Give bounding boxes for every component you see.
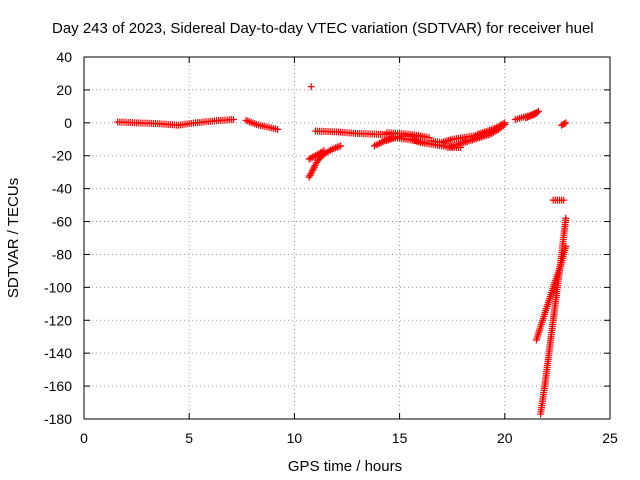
data-point [501, 119, 509, 127]
data-point [229, 116, 237, 124]
y-tick-label: 40 [56, 49, 72, 65]
y-tick-label: 20 [56, 82, 72, 98]
data-point [308, 168, 316, 176]
data-point [491, 124, 499, 132]
data-point [560, 120, 568, 128]
data-point [309, 165, 317, 173]
data-point [562, 119, 570, 127]
y-tick-label: -140 [44, 345, 72, 361]
data-point [337, 142, 345, 150]
tick-label-layer: 0 5 10 15 20 25 40 20 0 -20 -40 -60 -80 -100 -120 -140 -… [44, 49, 618, 446]
y-tick-label: -160 [44, 378, 72, 394]
data-point [562, 242, 570, 250]
data-point [307, 154, 315, 162]
data-point [525, 113, 533, 121]
data-point [330, 144, 338, 152]
data-layer [114, 83, 570, 418]
grid-layer [84, 57, 610, 419]
y-tick-label: -60 [52, 214, 72, 230]
x-tick-label: 5 [185, 430, 193, 446]
data-point [522, 114, 530, 122]
data-point [312, 160, 320, 168]
data-point [408, 135, 416, 143]
data-point [308, 167, 316, 175]
data-point [413, 137, 421, 145]
data-point [484, 127, 492, 135]
x-tick-label: 0 [80, 430, 88, 446]
tick-mark-layer [83, 56, 611, 420]
data-point [274, 125, 282, 133]
x-tick-label: 10 [287, 430, 303, 446]
chart-title: Day 243 of 2023, Sidereal Day-to-day VTE… [52, 20, 594, 37]
x-tick-label: 20 [497, 430, 513, 446]
data-point [311, 162, 319, 170]
data-point [533, 108, 541, 116]
y-tick-label: -20 [52, 148, 72, 164]
data-point [308, 153, 316, 161]
y-tick-label: 0 [64, 115, 72, 131]
data-point [489, 125, 497, 133]
data-point [562, 214, 570, 222]
data-point [306, 171, 314, 179]
y-axis-title: SDTVAR / TECUs [5, 178, 22, 298]
y-tick-label: -100 [44, 279, 72, 295]
data-point [487, 126, 495, 134]
data-point [534, 107, 542, 115]
data-point [412, 137, 420, 145]
plot-frame [83, 56, 611, 420]
data-point [328, 145, 336, 153]
x-axis-title: GPS time / hours [288, 458, 402, 475]
x-tick-label: 15 [392, 430, 408, 446]
data-point [527, 112, 535, 120]
y-tick-label: -180 [44, 411, 72, 427]
data-point [499, 120, 507, 128]
data-point [410, 136, 418, 144]
data-point [307, 170, 315, 178]
data-point [310, 163, 318, 171]
x-tick-label: 25 [602, 430, 618, 446]
y-tick-label: -120 [44, 312, 72, 328]
data-point [307, 83, 315, 91]
data-point [335, 143, 343, 151]
data-point [415, 138, 423, 146]
data-point [327, 146, 335, 154]
data-point [560, 196, 568, 204]
data-point [305, 173, 313, 181]
data-point [332, 144, 340, 152]
data-point [305, 155, 313, 163]
y-tick-label: -80 [52, 246, 72, 262]
y-tick-label: -40 [52, 181, 72, 197]
data-point [333, 143, 341, 151]
data-point [524, 113, 532, 121]
data-point [486, 126, 494, 134]
